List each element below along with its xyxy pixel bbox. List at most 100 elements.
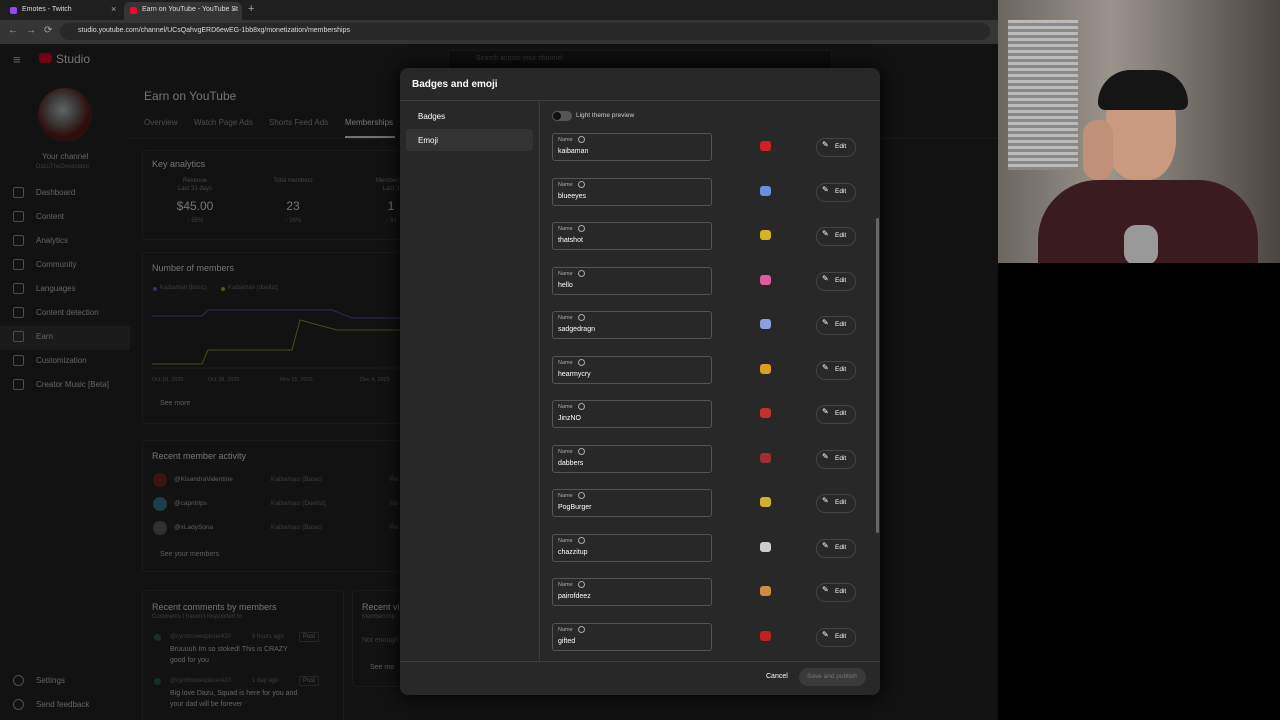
edit-label: Edit (835, 543, 847, 551)
name-field[interactable] (552, 266, 712, 295)
field-label: Name (558, 626, 573, 633)
help-icon (578, 581, 585, 588)
field-label: Name (558, 493, 573, 499)
emoji-name: thatshot (558, 237, 583, 244)
tab[interactable] (4, 2, 120, 20)
edit-button[interactable] (816, 627, 856, 647)
emoji-name: hello (558, 281, 573, 289)
name-field[interactable] (552, 400, 712, 428)
help-icon (578, 269, 585, 277)
edit-button[interactable] (816, 360, 856, 380)
save-label: Save and publish (807, 673, 857, 680)
save-button[interactable] (799, 668, 866, 686)
help-icon (578, 314, 585, 321)
edit-button[interactable] (816, 271, 856, 291)
edit-button[interactable] (816, 449, 856, 469)
nav-buttons: ←→⟳ (8, 25, 61, 36)
name-field[interactable] (552, 622, 712, 651)
emoji-name: PogBurger (558, 504, 592, 511)
edit-label: Edit (835, 187, 847, 195)
emoji-name: chazzitup (558, 548, 588, 556)
help-icon (578, 447, 585, 455)
modal-nav[interactable]: Badges (418, 112, 446, 121)
name-field[interactable] (552, 177, 712, 206)
help-icon (578, 136, 585, 143)
edit-label: Edit (835, 588, 847, 595)
tab-bar (0, 0, 998, 20)
emoji-icon (760, 274, 771, 285)
hand (1083, 120, 1113, 180)
edit-icon: ✎ (822, 540, 829, 550)
modal-nav[interactable]: Emoji (418, 136, 439, 145)
microphone (1124, 225, 1158, 263)
name-field[interactable] (552, 444, 712, 473)
name-field[interactable] (552, 311, 712, 339)
emoji-name: pairofdeez (558, 593, 591, 600)
emoji-list: Name kaibaman ✎ Edit Name blueeyes ✎ Edit Name th… (540, 128, 880, 661)
edit-label: Edit (835, 143, 847, 150)
edit-label: Edit (835, 321, 847, 328)
edit-button[interactable] (816, 538, 856, 558)
edit-icon: ✎ (822, 496, 829, 505)
nav-active (406, 129, 533, 151)
modal: Badges and emoji Badges Emoji Light theme p… (400, 68, 880, 695)
tab-icon (130, 7, 137, 14)
edit-button[interactable] (816, 494, 856, 513)
name-field[interactable] (552, 578, 712, 606)
emoji-name: kaibaman (558, 148, 589, 155)
field-label: Name (558, 270, 573, 277)
emoji-icon (760, 141, 771, 151)
name-field[interactable] (552, 533, 712, 562)
field-label: Name (558, 226, 573, 232)
name-field[interactable] (552, 222, 712, 250)
tab-title: Emotes - Twitch (22, 6, 72, 13)
webcam (998, 0, 1280, 263)
url: studio.youtube.com/channel/UCsQahvgERD6e… (78, 27, 350, 34)
edit-button[interactable] (816, 227, 856, 246)
edit-label: Edit (835, 276, 847, 284)
tab[interactable] (124, 2, 242, 20)
emoji-icon (760, 363, 771, 374)
new-tab[interactable]: + (248, 3, 255, 15)
name-field[interactable] (552, 489, 712, 517)
edit-icon: ✎ (822, 362, 829, 372)
emoji-icon (760, 230, 771, 240)
edit-button[interactable] (816, 405, 856, 424)
toggle-label: Light theme preview (576, 112, 635, 119)
cancel-button[interactable]: Cancel (766, 673, 788, 680)
edit-icon: ✎ (822, 229, 829, 238)
help-icon (578, 492, 585, 499)
edit-button[interactable] (816, 583, 856, 602)
edit-icon: ✎ (822, 184, 829, 194)
edit-icon: ✎ (822, 140, 829, 149)
modal-title: Badges and emoji (412, 79, 498, 90)
edit-label: Edit (835, 632, 847, 640)
emoji-name: gifted (558, 637, 576, 645)
name-field[interactable] (552, 133, 712, 161)
edit-label: Edit (835, 410, 847, 417)
help-icon (578, 225, 585, 232)
field-label: Name (558, 359, 573, 366)
edit-label: Edit (835, 365, 847, 373)
toggle-knob (553, 112, 561, 120)
edit-button[interactable] (816, 138, 856, 157)
emoji-name: sadgedragn (558, 326, 595, 333)
field-label: Name (558, 537, 573, 544)
scrollbar (876, 218, 879, 533)
emoji-icon (760, 452, 771, 463)
toggle[interactable] (552, 111, 572, 121)
field-label: Name (558, 181, 573, 188)
edit-icon: ✎ (822, 407, 829, 416)
name-field[interactable] (552, 355, 712, 384)
edit-label: Edit (835, 454, 847, 462)
tab-close: × (111, 4, 117, 14)
emoji-name: JinzNO (558, 415, 581, 422)
edit-icon: ✎ (822, 273, 829, 283)
modal-divider (400, 100, 880, 101)
field-label: Name (558, 404, 573, 410)
edit-button[interactable] (816, 182, 856, 202)
emoji-name: hearmycry (558, 370, 591, 378)
edit-button[interactable] (816, 316, 856, 335)
edit-icon: ✎ (822, 318, 829, 327)
